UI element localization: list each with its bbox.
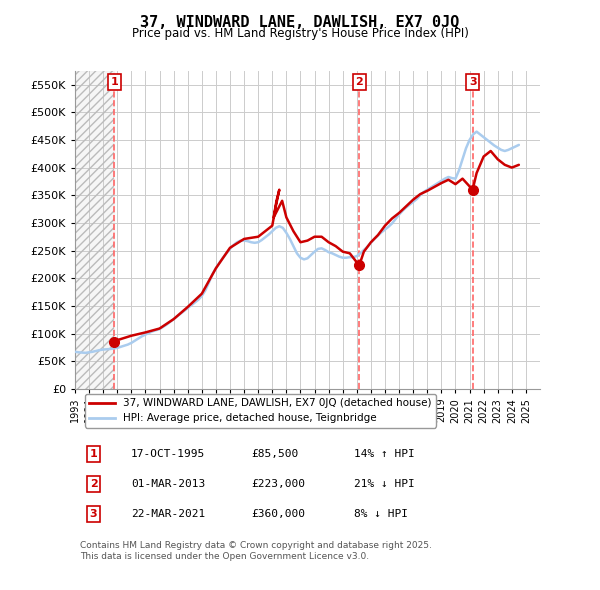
Text: 2: 2 — [90, 479, 97, 489]
Text: Contains HM Land Registry data © Crown copyright and database right 2025.
This d: Contains HM Land Registry data © Crown c… — [80, 542, 431, 561]
Text: 37, WINDWARD LANE, DAWLISH, EX7 0JQ: 37, WINDWARD LANE, DAWLISH, EX7 0JQ — [140, 15, 460, 30]
Text: £360,000: £360,000 — [252, 509, 306, 519]
Text: 3: 3 — [469, 77, 476, 87]
Text: 1: 1 — [110, 77, 118, 87]
Text: 3: 3 — [90, 509, 97, 519]
Text: 8% ↓ HPI: 8% ↓ HPI — [354, 509, 408, 519]
Text: 22-MAR-2021: 22-MAR-2021 — [131, 509, 205, 519]
Text: 14% ↑ HPI: 14% ↑ HPI — [354, 449, 415, 459]
Legend: 37, WINDWARD LANE, DAWLISH, EX7 0JQ (detached house), HPI: Average price, detach: 37, WINDWARD LANE, DAWLISH, EX7 0JQ (det… — [85, 394, 436, 428]
Bar — [75, 71, 115, 389]
Text: 1: 1 — [90, 449, 97, 459]
Text: £223,000: £223,000 — [252, 479, 306, 489]
Text: 01-MAR-2013: 01-MAR-2013 — [131, 479, 205, 489]
Text: 17-OCT-1995: 17-OCT-1995 — [131, 449, 205, 459]
Text: 2: 2 — [355, 77, 363, 87]
Text: £85,500: £85,500 — [252, 449, 299, 459]
Text: 21% ↓ HPI: 21% ↓ HPI — [354, 479, 415, 489]
Bar — [75, 71, 115, 389]
Text: Price paid vs. HM Land Registry's House Price Index (HPI): Price paid vs. HM Land Registry's House … — [131, 27, 469, 40]
